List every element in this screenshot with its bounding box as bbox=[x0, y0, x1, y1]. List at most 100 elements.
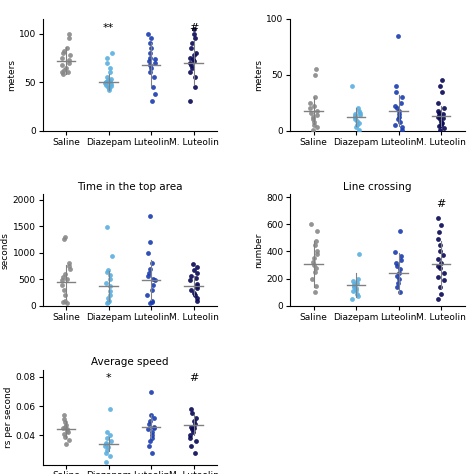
Point bbox=[436, 82, 443, 90]
Point bbox=[313, 107, 321, 114]
Point bbox=[65, 59, 73, 66]
Point bbox=[66, 51, 73, 59]
Point bbox=[107, 292, 114, 299]
Y-axis label: rs per second: rs per second bbox=[4, 386, 13, 448]
Point bbox=[146, 417, 154, 425]
Text: **: ** bbox=[103, 23, 114, 34]
Text: #: # bbox=[189, 374, 198, 383]
Point bbox=[103, 59, 111, 66]
Point bbox=[188, 410, 196, 417]
Point bbox=[62, 440, 70, 448]
Point bbox=[190, 424, 198, 432]
Point bbox=[104, 266, 111, 273]
Point bbox=[396, 118, 403, 126]
Point bbox=[186, 54, 194, 62]
Point bbox=[352, 124, 359, 131]
Point bbox=[310, 126, 317, 133]
Point bbox=[438, 221, 445, 229]
Point bbox=[64, 427, 71, 435]
Point bbox=[310, 261, 318, 269]
Point bbox=[105, 76, 112, 84]
Point bbox=[392, 88, 400, 95]
Point bbox=[66, 265, 73, 273]
Point bbox=[306, 99, 314, 107]
Point bbox=[354, 292, 362, 300]
Point bbox=[61, 423, 69, 430]
Point bbox=[396, 289, 404, 296]
Point bbox=[310, 113, 317, 121]
Point bbox=[58, 61, 66, 68]
Point bbox=[109, 252, 116, 260]
Point bbox=[60, 71, 67, 78]
Point bbox=[150, 414, 158, 421]
Point bbox=[102, 439, 110, 447]
Point bbox=[312, 65, 320, 73]
Text: *: * bbox=[106, 374, 111, 383]
Point bbox=[188, 64, 196, 71]
Point bbox=[102, 78, 109, 86]
Point bbox=[313, 227, 321, 235]
Point bbox=[192, 438, 200, 445]
Point bbox=[193, 282, 201, 290]
Point bbox=[311, 241, 319, 248]
Point bbox=[435, 99, 442, 107]
Point bbox=[311, 93, 319, 101]
Point bbox=[60, 411, 68, 419]
Point bbox=[102, 81, 110, 89]
Point bbox=[356, 109, 363, 117]
Point bbox=[147, 411, 155, 419]
Point bbox=[104, 428, 111, 436]
Point bbox=[439, 115, 447, 122]
Point bbox=[60, 236, 67, 243]
Point bbox=[106, 64, 114, 71]
Point bbox=[187, 44, 194, 52]
Point bbox=[436, 242, 444, 249]
Point bbox=[308, 275, 316, 283]
Point bbox=[65, 30, 73, 37]
Point bbox=[190, 417, 198, 425]
Point bbox=[61, 419, 69, 426]
Point bbox=[105, 297, 113, 304]
Title: Average speed: Average speed bbox=[91, 357, 169, 367]
Point bbox=[105, 84, 113, 91]
Point bbox=[150, 73, 157, 81]
Point bbox=[65, 56, 73, 64]
Point bbox=[148, 98, 156, 105]
Point bbox=[145, 273, 152, 280]
Point bbox=[313, 111, 320, 119]
Point bbox=[104, 294, 112, 302]
Point bbox=[103, 78, 111, 86]
Point bbox=[355, 107, 363, 114]
Point bbox=[435, 295, 442, 303]
Point bbox=[191, 292, 199, 299]
Point bbox=[314, 248, 321, 255]
Point bbox=[309, 259, 317, 266]
Point bbox=[311, 268, 319, 276]
Point bbox=[353, 279, 361, 287]
Point bbox=[144, 30, 151, 37]
Point bbox=[146, 69, 154, 76]
Point bbox=[193, 294, 201, 302]
Point bbox=[103, 435, 110, 442]
Point bbox=[354, 275, 362, 283]
Point bbox=[308, 109, 315, 117]
Point bbox=[435, 228, 443, 236]
Point bbox=[144, 426, 151, 433]
Point bbox=[436, 116, 444, 123]
Title: Line crossing: Line crossing bbox=[343, 182, 411, 192]
Point bbox=[61, 292, 69, 299]
Point bbox=[149, 281, 157, 289]
Point bbox=[434, 107, 442, 114]
Point bbox=[148, 431, 155, 439]
Point bbox=[189, 55, 197, 63]
Point bbox=[103, 446, 111, 454]
Point bbox=[107, 82, 114, 90]
Point bbox=[438, 118, 445, 126]
Point bbox=[307, 220, 315, 228]
Point bbox=[354, 121, 361, 129]
Point bbox=[438, 290, 445, 298]
Point bbox=[311, 289, 319, 296]
Point bbox=[192, 414, 200, 421]
Point bbox=[144, 249, 152, 256]
Point bbox=[63, 64, 70, 71]
